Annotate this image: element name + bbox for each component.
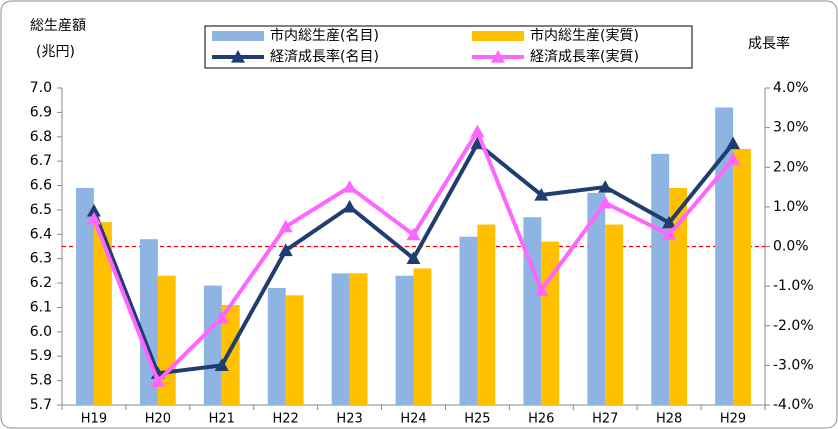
line-marker <box>598 195 613 209</box>
y2-tick-label: -3.0% <box>773 357 814 373</box>
legend-marker <box>231 50 245 63</box>
y-tick-label: 6.1 <box>30 299 52 315</box>
x-tick-label: H20 <box>145 412 171 427</box>
line-marker <box>534 187 549 201</box>
line-marker <box>342 199 357 213</box>
x-tick-label: H28 <box>656 412 682 427</box>
legend <box>204 25 693 69</box>
line-marker <box>278 219 293 233</box>
y2-tick-label: 4.0% <box>773 80 809 96</box>
y2-tick-label: 0.0% <box>773 239 809 255</box>
y2-tick-label: -2.0% <box>773 318 814 334</box>
line-marker <box>342 180 357 193</box>
x-tick-label: H24 <box>400 412 426 427</box>
x-tick-label: H22 <box>273 412 299 427</box>
line-marker <box>150 374 165 387</box>
bar <box>733 148 751 405</box>
line-marker <box>406 251 421 264</box>
legend-swatch <box>212 31 264 41</box>
y-tick-label: 6.4 <box>30 226 52 242</box>
bar <box>285 295 304 405</box>
line-marker <box>662 227 677 241</box>
bar <box>267 287 286 405</box>
y-tick-label: 6.2 <box>30 275 52 291</box>
bar <box>349 273 368 405</box>
x-tick-label: H19 <box>81 412 107 427</box>
legend-label: 市内総生産(実質) <box>530 27 639 44</box>
y2-tick-label: 1.0% <box>773 199 809 215</box>
bar <box>669 187 688 405</box>
line-marker <box>86 203 101 217</box>
line-marker <box>662 215 677 229</box>
bar <box>93 222 112 405</box>
bar <box>587 192 606 405</box>
line-marker <box>534 283 549 296</box>
y2-tick-label: -4.0% <box>773 397 814 413</box>
y-tick-label: 6.9 <box>30 104 52 120</box>
line-marker <box>470 136 485 150</box>
x-tick-label: H27 <box>592 412 618 427</box>
bar <box>331 273 350 405</box>
y-tick-label: 6.5 <box>30 202 52 218</box>
y-tick-label: 6.0 <box>30 324 52 340</box>
bar <box>651 153 670 405</box>
bar <box>413 268 432 405</box>
bar <box>605 224 624 405</box>
bar <box>221 305 240 405</box>
y2-tick-label: -1.0% <box>773 278 814 294</box>
y2-title: 成長率 <box>748 35 790 52</box>
x-tick-label: H29 <box>720 412 746 427</box>
legend-marker <box>491 50 505 63</box>
y-tick-label: 5.7 <box>30 397 52 413</box>
x-tick-label: H25 <box>464 412 490 427</box>
y-tick-label: 7.0 <box>30 80 52 96</box>
bar <box>523 217 542 405</box>
y-tick-label: 6.3 <box>30 251 52 267</box>
bar <box>459 236 478 405</box>
line-marker <box>406 227 421 241</box>
y-title: 総生産額 <box>30 18 86 34</box>
y2-tick-label: 3.0% <box>773 120 809 136</box>
bar <box>395 275 414 405</box>
y-tick-label: 6.7 <box>30 153 52 169</box>
line-marker <box>214 358 229 371</box>
line-marker <box>726 136 741 150</box>
bar <box>203 285 222 405</box>
bar <box>715 107 734 405</box>
y-tick-label: 5.8 <box>30 373 52 389</box>
bar <box>76 187 94 405</box>
line-marker <box>726 152 741 165</box>
legend-label: 市内総生産(名目) <box>270 27 379 44</box>
x-tick-label: H26 <box>528 412 554 427</box>
y-tick-label: 6.6 <box>30 178 52 194</box>
y-tick-label: 5.9 <box>30 348 52 364</box>
x-tick-label: H21 <box>209 412 235 427</box>
legend-label: 経済成長率(実質) <box>530 48 639 65</box>
legend-label: 経済成長率(名目) <box>270 48 379 65</box>
y2-tick-label: 2.0% <box>773 159 809 175</box>
line-marker <box>598 180 613 193</box>
legend-swatch <box>472 31 524 41</box>
line-marker <box>86 211 101 225</box>
y-tick-label: 6.8 <box>30 129 52 145</box>
bar <box>477 224 496 405</box>
line-marker <box>470 124 485 138</box>
line-marker <box>214 310 229 324</box>
y-title: (兆円) <box>36 44 75 60</box>
line-marker <box>278 243 293 257</box>
x-tick-label: H23 <box>336 412 362 427</box>
